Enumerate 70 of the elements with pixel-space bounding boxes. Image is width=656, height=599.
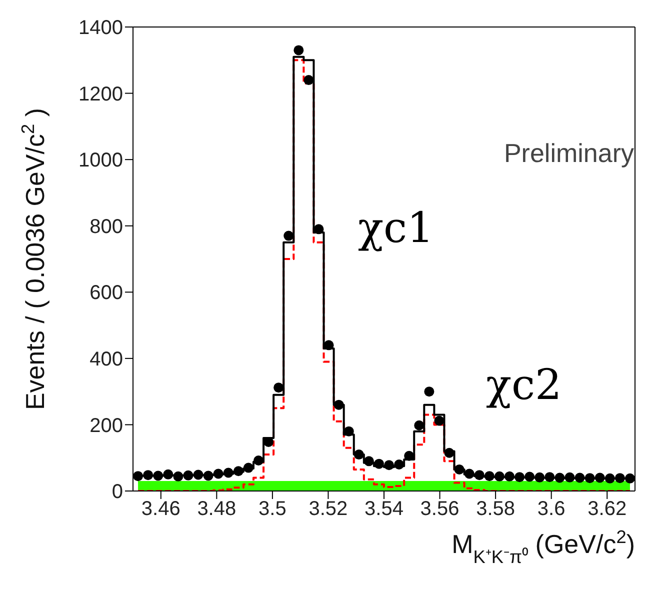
y-tick-label: 600: [90, 282, 123, 304]
point: [524, 472, 535, 482]
x-tick-label: 3.56: [420, 498, 460, 520]
point: [243, 462, 254, 473]
y-tick-label: 1000: [78, 150, 123, 172]
point: [274, 382, 284, 393]
point: [564, 472, 575, 482]
point: [504, 471, 514, 482]
point: [494, 471, 504, 482]
point: [233, 466, 244, 476]
point: [314, 224, 324, 234]
x-tick-label: 3.62: [588, 498, 627, 520]
annotation: χc2: [486, 360, 562, 409]
point: [434, 416, 444, 426]
point: [544, 472, 555, 482]
x-tick-label: 3.58: [476, 498, 516, 520]
point: [584, 473, 595, 484]
point: [183, 470, 194, 480]
point: [203, 470, 214, 481]
point: [294, 45, 304, 56]
x-tick-label: 3.52: [308, 498, 348, 520]
point: [394, 459, 404, 470]
point: [474, 470, 484, 480]
point: [614, 473, 625, 484]
point: [193, 470, 204, 480]
point: [163, 469, 174, 480]
point: [254, 456, 264, 466]
point: [344, 426, 354, 436]
point: [173, 471, 184, 482]
point: [364, 456, 374, 466]
point: [404, 450, 414, 461]
point: [153, 470, 164, 481]
point: [574, 472, 585, 483]
point: [424, 386, 434, 397]
point: [213, 468, 224, 479]
point: [384, 460, 394, 470]
annotation: Preliminary: [504, 138, 634, 169]
x-axis-title: M$_{K⁺K⁻π⁰}$ (GeV/c$^{2}$): [452, 527, 635, 567]
y-tick-label: 800: [90, 216, 123, 238]
point: [464, 468, 474, 479]
point: [374, 458, 384, 469]
x-tick-label: 3.48: [197, 498, 236, 520]
x-tick-label: 3.6: [537, 498, 566, 520]
point: [324, 340, 334, 350]
point: [624, 473, 635, 484]
point: [484, 471, 494, 482]
point: [143, 470, 154, 480]
point: [223, 468, 234, 478]
point: [304, 75, 314, 86]
point: [554, 472, 565, 483]
point: [444, 448, 454, 458]
point: [284, 230, 294, 241]
point: [594, 472, 605, 483]
y-tick-label: 1400: [78, 17, 123, 40]
x-tick-label: 3.46: [141, 498, 180, 520]
point: [133, 471, 144, 482]
point: [414, 420, 424, 430]
annotation: χc1: [358, 203, 434, 252]
point: [604, 473, 615, 484]
x-tick-label: 3.5: [258, 498, 286, 520]
x-tick-label: 3.54: [364, 498, 404, 520]
point: [354, 450, 364, 460]
y-tick-label: 200: [90, 414, 123, 437]
y-tick-label: 400: [90, 348, 123, 371]
point: [514, 472, 525, 482]
point: [454, 464, 464, 474]
point: [534, 472, 545, 482]
y-tick-label: 1200: [78, 83, 123, 106]
point: [334, 400, 344, 410]
y-tick-label: 0: [112, 481, 123, 504]
